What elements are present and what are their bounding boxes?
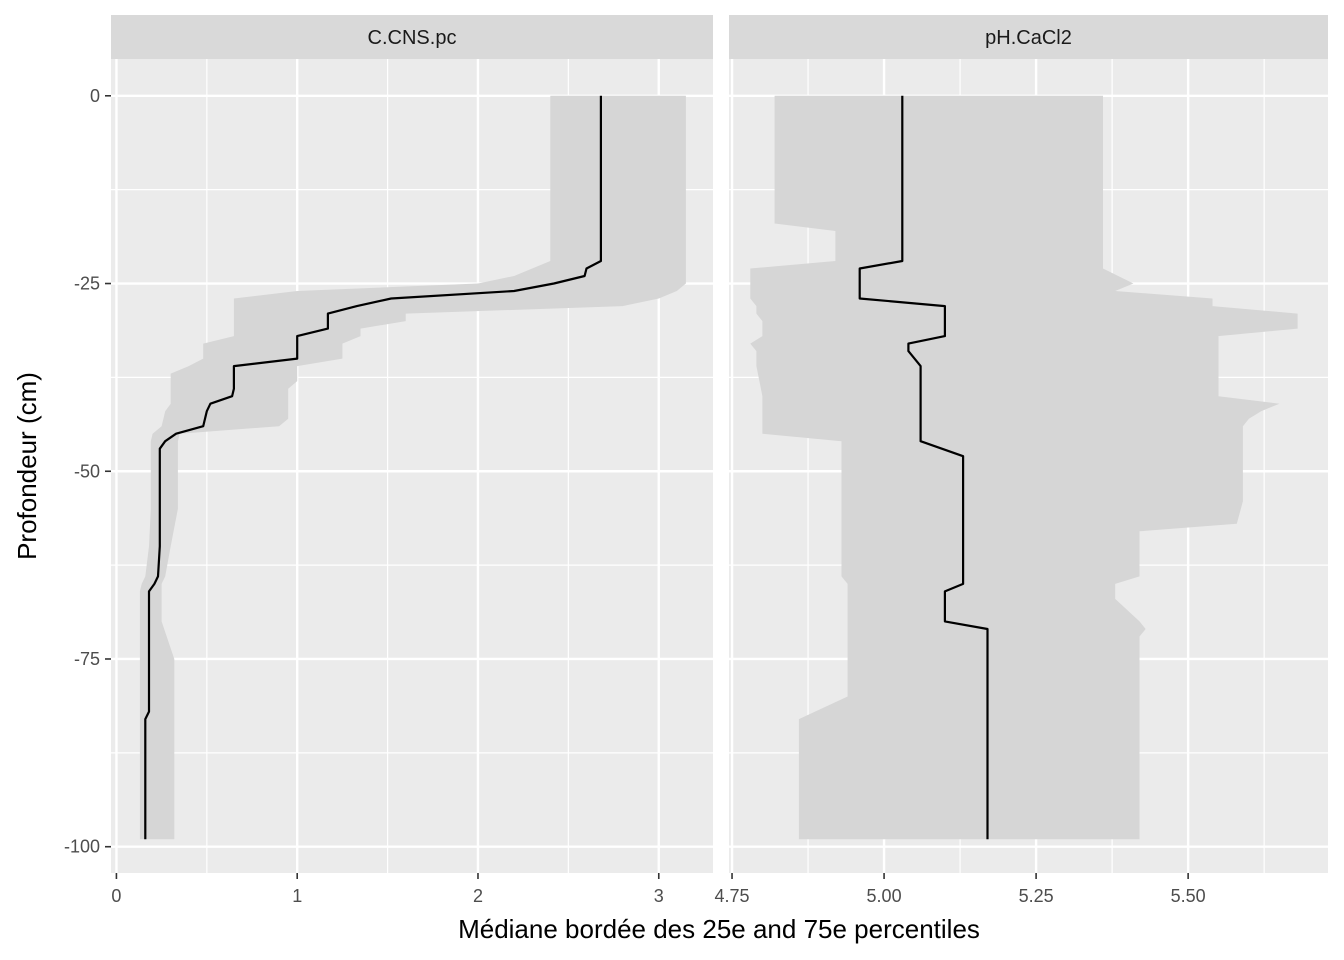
panel-1: C.CNS.pc 0 1 2 3 bbox=[111, 15, 713, 906]
x-tick-label: 5.00 bbox=[867, 886, 902, 906]
strip-label: C.CNS.pc bbox=[368, 27, 457, 49]
median-line bbox=[144, 95, 603, 840]
y-axis: 0 -25 -50 -75 -100 bbox=[64, 86, 111, 857]
x-tick-label: 5.50 bbox=[1171, 886, 1206, 906]
x-axis-title: Médiane bordée des 25e and 75e percentil… bbox=[458, 914, 980, 944]
median-line bbox=[858, 95, 989, 840]
x-tick-label: 0 bbox=[111, 886, 121, 906]
x-tick-label: 3 bbox=[654, 886, 664, 906]
y-tick-label: -25 bbox=[74, 274, 100, 294]
percentile-ribbon bbox=[139, 95, 686, 840]
y-tick-label: -100 bbox=[64, 837, 100, 857]
x-tick-label: 1 bbox=[292, 886, 302, 906]
y-tick-label: -50 bbox=[74, 461, 100, 481]
y-tick-label: -75 bbox=[74, 649, 100, 669]
strip-background bbox=[111, 15, 713, 59]
x-tick-label: 4.75 bbox=[715, 886, 750, 906]
strip-label: pH.CaCl2 bbox=[985, 27, 1072, 49]
panel-2: pH.CaCl2 4.75 5.00 5.25 5.50 bbox=[715, 15, 1328, 906]
x-tick-label: 5.25 bbox=[1019, 886, 1054, 906]
y-tick-label: 0 bbox=[90, 86, 100, 106]
x-tick-label: 2 bbox=[473, 886, 483, 906]
percentile-ribbon bbox=[750, 95, 1298, 840]
strip-background bbox=[729, 15, 1328, 59]
y-axis-title: Profondeur (cm) bbox=[12, 372, 42, 560]
